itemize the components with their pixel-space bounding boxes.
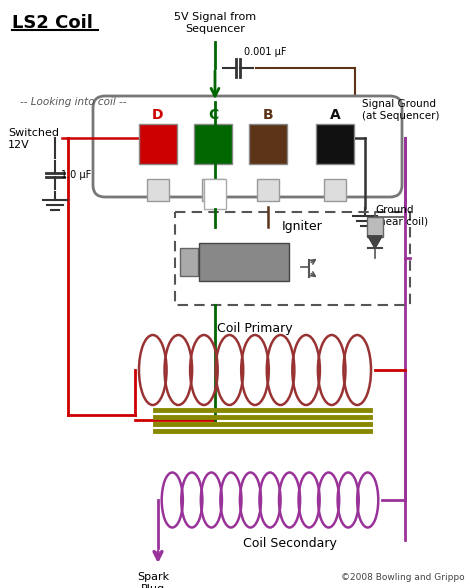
Text: Ground
(near coil): Ground (near coil)	[375, 205, 428, 226]
Polygon shape	[368, 236, 382, 248]
Text: Signal Ground
(at Sequencer): Signal Ground (at Sequencer)	[362, 99, 439, 121]
Text: C: C	[208, 108, 218, 122]
Bar	[175, 212, 410, 305]
Bar	[202, 179, 224, 201]
Text: 0.001 μF: 0.001 μF	[244, 47, 286, 57]
Text: ©2008 Bowling and Grippo: ©2008 Bowling and Grippo	[341, 573, 465, 582]
Text: Igniter: Igniter	[282, 220, 323, 233]
Text: Coil Primary: Coil Primary	[217, 322, 293, 335]
Bar	[249, 124, 287, 164]
Text: 1.0 μF: 1.0 μF	[61, 170, 91, 180]
FancyBboxPatch shape	[93, 96, 402, 197]
Bar	[199, 243, 289, 281]
Bar	[147, 179, 169, 201]
Bar	[180, 248, 198, 276]
Bar	[139, 124, 177, 164]
Text: Switched
12V: Switched 12V	[8, 128, 59, 149]
Text: LS2 Coil: LS2 Coil	[12, 14, 93, 32]
Text: -- Looking into coil --: -- Looking into coil --	[20, 97, 127, 107]
Bar	[324, 179, 346, 201]
Bar	[204, 179, 226, 209]
Bar	[257, 179, 279, 201]
Text: Coil Secondary: Coil Secondary	[243, 537, 337, 550]
Text: D: D	[152, 108, 164, 122]
Text: Spark
Plug: Spark Plug	[137, 572, 169, 588]
Text: A: A	[329, 108, 340, 122]
Text: B: B	[263, 108, 273, 122]
Text: 5V Signal from
Sequencer: 5V Signal from Sequencer	[174, 12, 256, 34]
Bar	[316, 124, 354, 164]
Bar	[194, 124, 232, 164]
Bar	[367, 217, 383, 237]
